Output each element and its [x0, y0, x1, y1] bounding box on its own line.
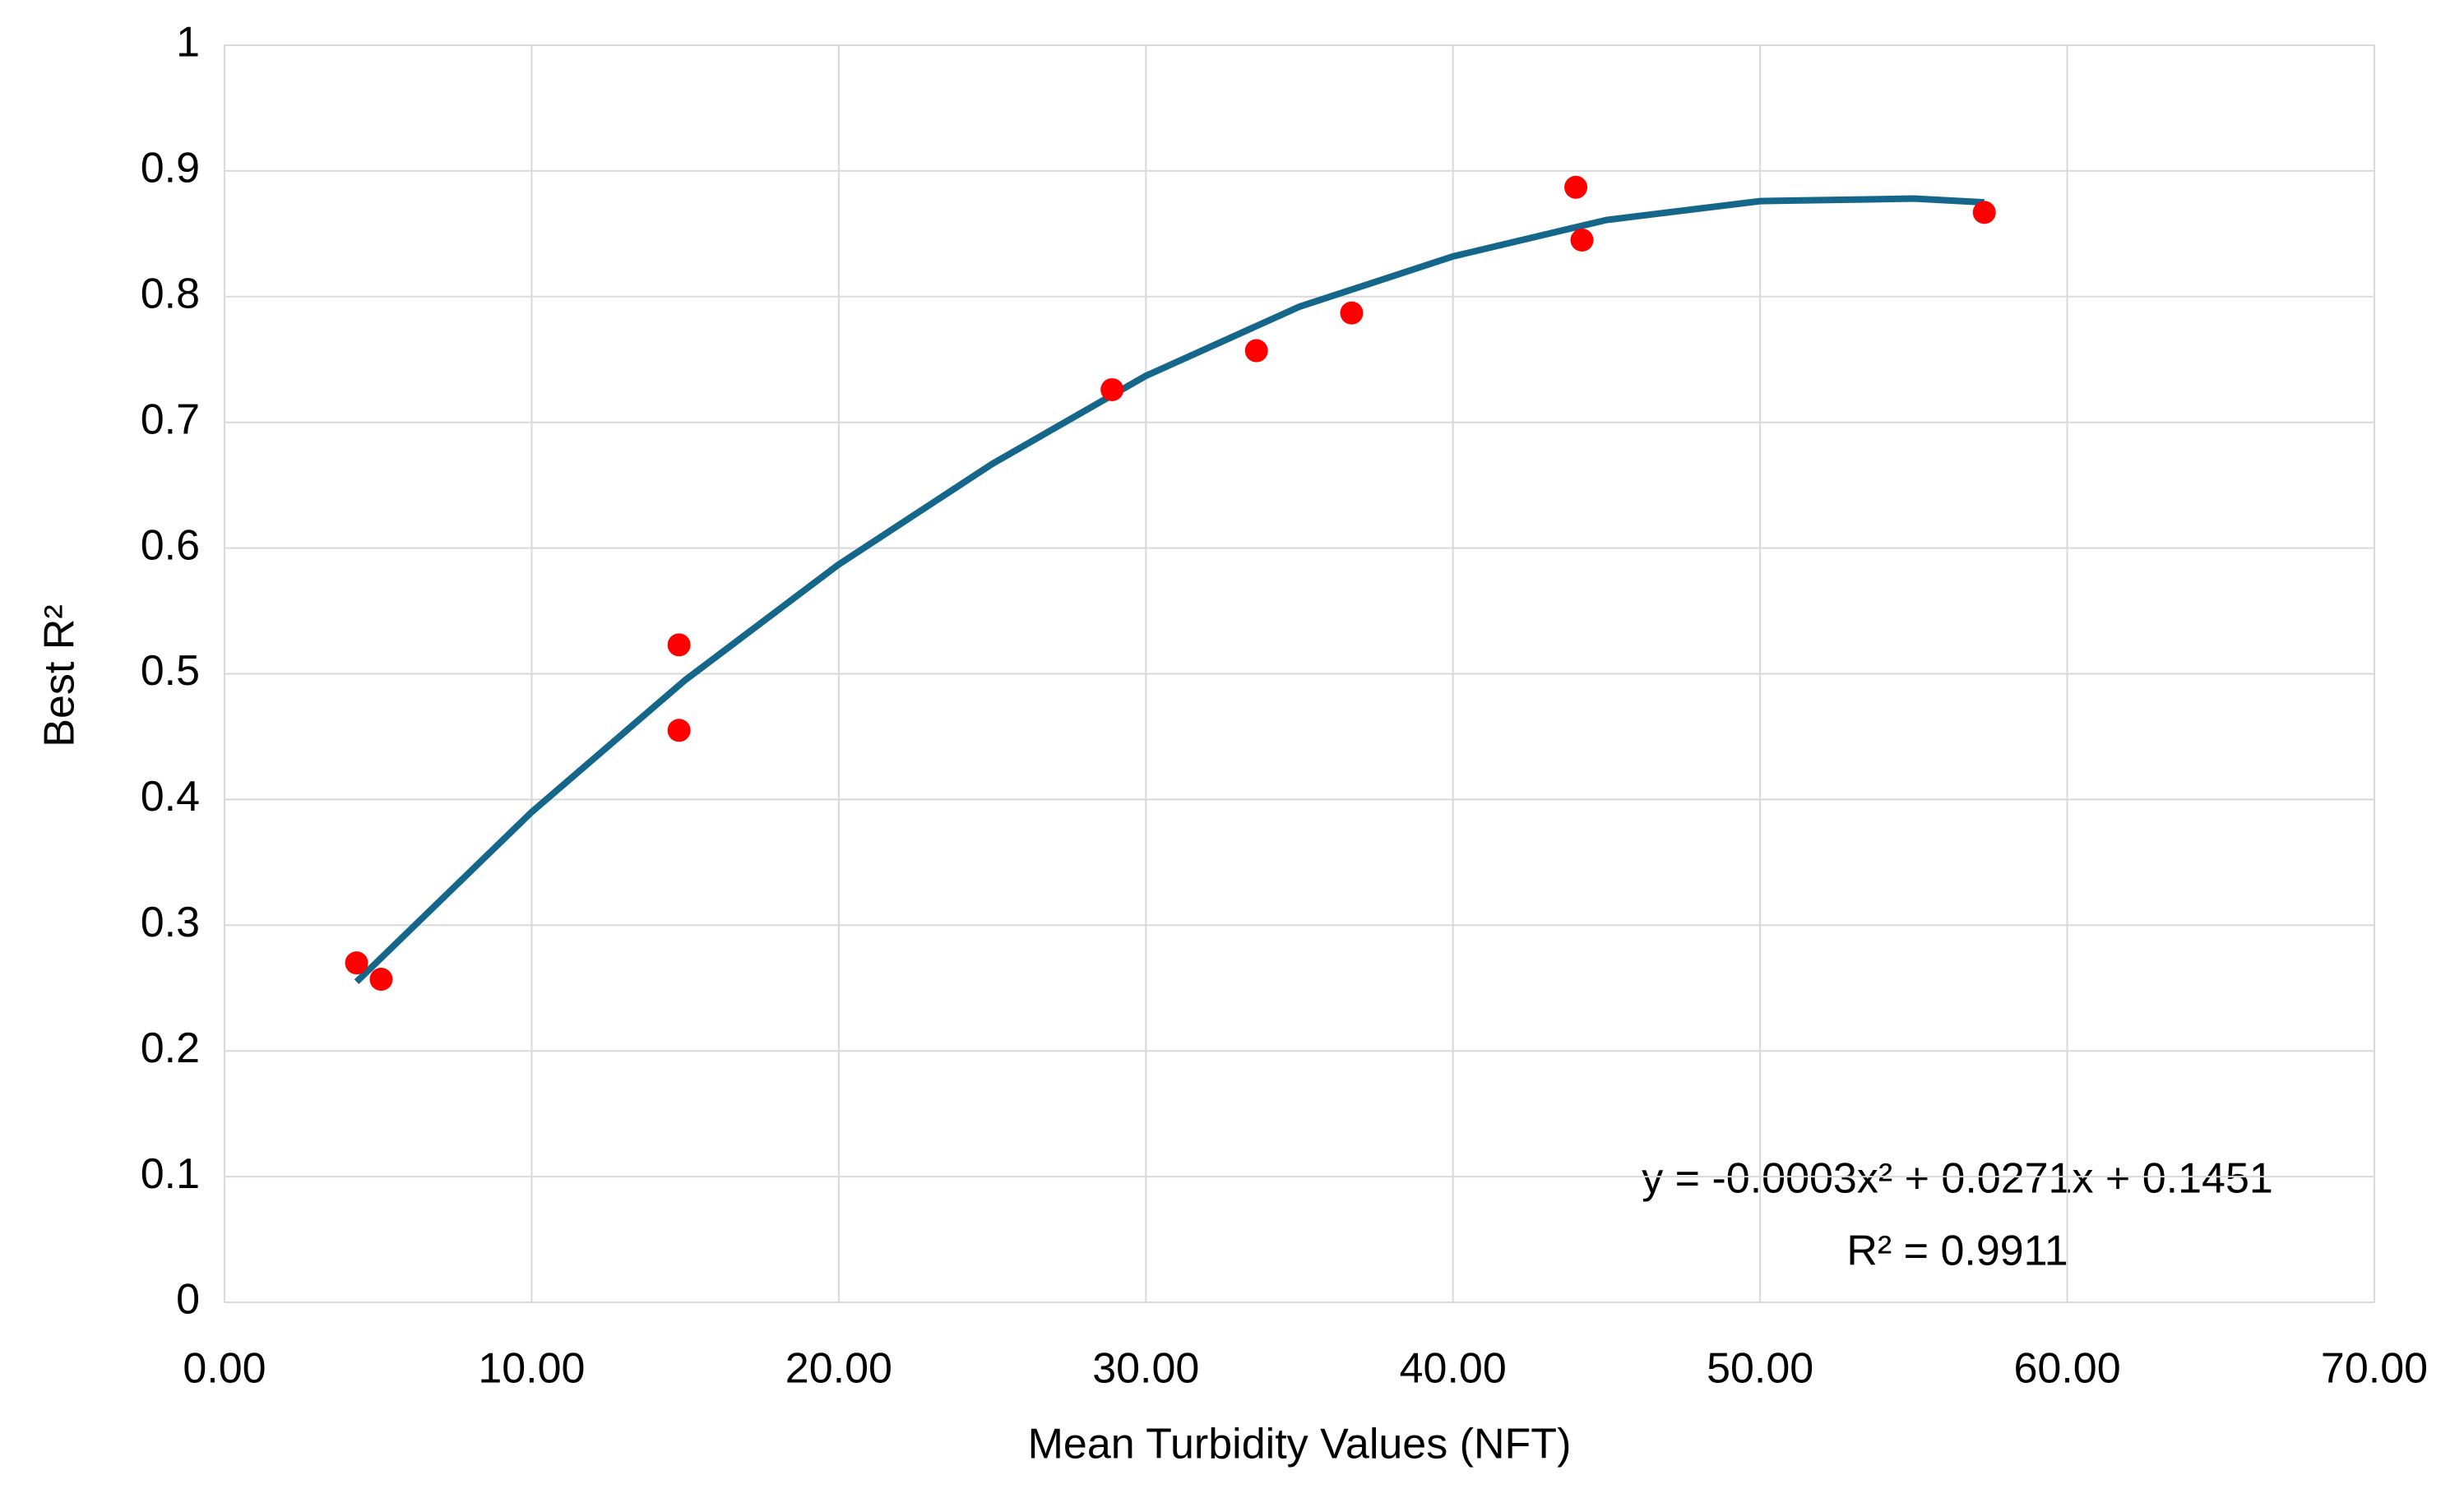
x-tick-label: 0.00 — [183, 1345, 266, 1393]
y-tick-label: 0 — [176, 1276, 200, 1324]
equation-annotation: y = -0.0003x² + 0.0271x + 0.1451 — [1642, 1155, 2273, 1203]
data-point — [1564, 175, 1588, 199]
x-tick-label: 40.00 — [1400, 1345, 1507, 1393]
y-tick-label: 0.8 — [141, 270, 200, 318]
y-tick-label: 0.6 — [141, 521, 200, 569]
y-tick-label: 0.9 — [141, 145, 200, 192]
y-tick-label: 0.2 — [141, 1024, 200, 1072]
x-tick-label: 70.00 — [2321, 1345, 2428, 1393]
x-tick-label: 10.00 — [478, 1345, 585, 1393]
r-squared-annotation: R² = 0.9911 — [1846, 1228, 2068, 1275]
x-tick-label: 20.00 — [785, 1345, 892, 1393]
data-point — [667, 633, 691, 657]
x-tick-label: 30.00 — [1092, 1345, 1199, 1393]
y-tick-label: 0.5 — [141, 647, 200, 695]
y-tick-label: 0.3 — [141, 899, 200, 946]
data-point — [1100, 377, 1124, 401]
y-tick-label: 0.4 — [141, 773, 200, 821]
data-point — [1340, 301, 1364, 325]
data-point — [345, 951, 368, 975]
data-point — [1570, 228, 1594, 252]
data-point — [369, 968, 393, 992]
y-tick-label: 0.1 — [141, 1150, 200, 1198]
data-point — [1244, 339, 1268, 363]
y-tick-label: 0.7 — [141, 395, 200, 443]
y-tick-label: 1 — [176, 19, 200, 67]
x-tick-label: 60.00 — [2014, 1345, 2121, 1393]
y-axis-title: Best R² — [36, 604, 84, 747]
trendline — [354, 195, 1985, 984]
x-tick-label: 50.00 — [1707, 1345, 1813, 1393]
x-axis-title: Mean Turbidity Values (NFT) — [1028, 1421, 1572, 1468]
data-point — [667, 719, 691, 742]
data-point — [1972, 201, 1996, 224]
